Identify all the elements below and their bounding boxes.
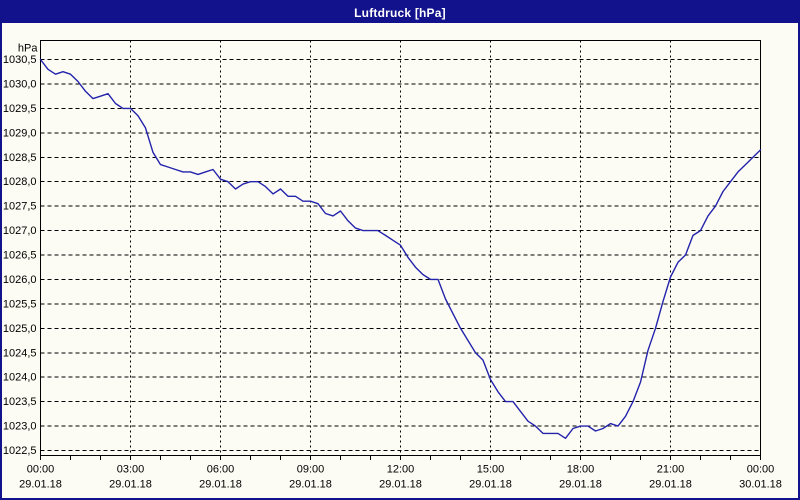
- svg-text:03:00: 03:00: [117, 464, 145, 476]
- svg-text:1027,0: 1027,0: [3, 225, 37, 237]
- svg-text:29.01.18: 29.01.18: [379, 479, 422, 491]
- svg-text:1030,0: 1030,0: [3, 78, 37, 90]
- x-axis-ticks: [40, 455, 761, 460]
- svg-text:1026,5: 1026,5: [3, 250, 37, 262]
- pressure-line: [39, 58, 762, 439]
- svg-text:1028,5: 1028,5: [3, 152, 37, 164]
- chart-title: Luftdruck [hPa]: [354, 5, 446, 20]
- svg-text:1029,0: 1029,0: [3, 127, 37, 139]
- svg-text:30.01.18: 30.01.18: [739, 479, 782, 491]
- gridlines: [40, 40, 761, 456]
- svg-text:21:00: 21:00: [657, 464, 685, 476]
- svg-text:1023,5: 1023,5: [3, 396, 37, 408]
- svg-text:1022,5: 1022,5: [3, 445, 37, 457]
- svg-text:1025,0: 1025,0: [3, 323, 37, 335]
- svg-text:29.01.18: 29.01.18: [469, 479, 512, 491]
- svg-text:1029,5: 1029,5: [3, 103, 37, 115]
- svg-text:06:00: 06:00: [207, 464, 235, 476]
- svg-text:1024,0: 1024,0: [3, 372, 37, 384]
- svg-text:29.01.18: 29.01.18: [289, 479, 332, 491]
- svg-text:29.01.18: 29.01.18: [19, 479, 62, 491]
- svg-text:12:00: 12:00: [387, 464, 415, 476]
- y-axis-unit-label: hPa: [18, 43, 38, 55]
- svg-text:1030,5: 1030,5: [3, 54, 37, 66]
- svg-text:1023,0: 1023,0: [3, 421, 37, 433]
- svg-text:18:00: 18:00: [567, 464, 595, 476]
- svg-text:1027,5: 1027,5: [3, 201, 37, 213]
- svg-text:15:00: 15:00: [477, 464, 505, 476]
- svg-text:29.01.18: 29.01.18: [649, 479, 692, 491]
- y-axis-labels: 1030,5 1030,0 1029,5 1029,0 1028,5 1028,0 1027…: [3, 54, 37, 457]
- svg-text:1025,5: 1025,5: [3, 298, 37, 310]
- plot-border: [40, 40, 761, 456]
- svg-text:1026,0: 1026,0: [3, 274, 37, 286]
- svg-text:29.01.18: 29.01.18: [109, 479, 152, 491]
- svg-text:29.01.18: 29.01.18: [199, 479, 242, 491]
- chart-title-bar: Luftdruck [hPa]: [2, 2, 798, 23]
- svg-text:29.01.18: 29.01.18: [559, 479, 602, 491]
- svg-text:1024,5: 1024,5: [3, 347, 37, 359]
- svg-text:00:00: 00:00: [27, 464, 55, 476]
- svg-text:00:00: 00:00: [747, 464, 775, 476]
- x-axis-labels: 00:00 29.01.18 03:00 29.01.18 06:00 29.01.18 0…: [19, 464, 782, 491]
- svg-text:1028,0: 1028,0: [3, 176, 37, 188]
- svg-text:09:00: 09:00: [297, 464, 325, 476]
